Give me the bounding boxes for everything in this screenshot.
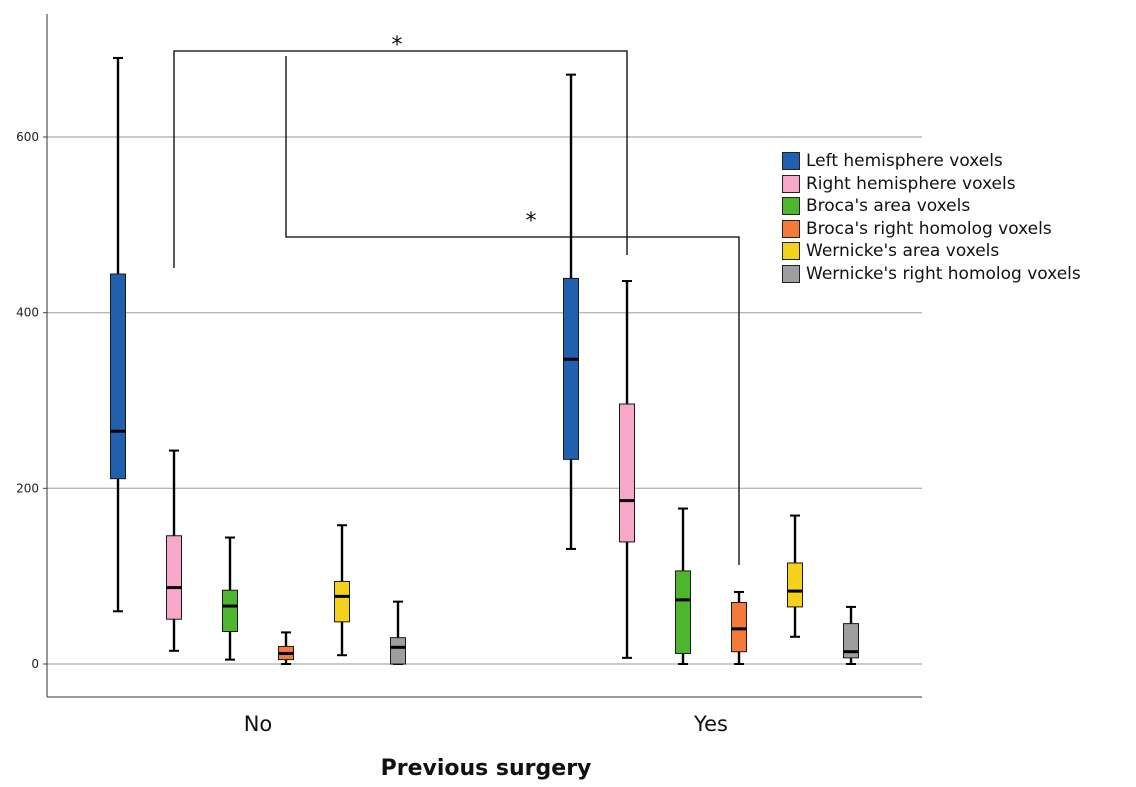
legend-label: Wernicke's area voxels [806, 241, 1000, 261]
legend: Left hemisphere voxels Right hemisphere v… [782, 150, 1134, 285]
box-plot [390, 600, 406, 665]
legend-item: Broca's right homolog voxels [782, 218, 1134, 241]
legend-label: Left hemisphere voxels [806, 151, 1003, 171]
box-plot [843, 605, 859, 665]
y-tick-label: 400 [16, 306, 39, 320]
legend-swatch [782, 174, 800, 193]
legend-swatch [782, 242, 800, 260]
box-plot [334, 524, 350, 657]
box-plot [675, 507, 691, 665]
box [563, 277, 579, 460]
x-tick-label: No [244, 712, 273, 736]
box-series [110, 56, 859, 665]
box [787, 562, 803, 608]
box-plot [166, 449, 182, 652]
legend-label: Broca's area voxels [806, 196, 971, 216]
legend-item: Left hemisphere voxels [782, 150, 1134, 173]
box [110, 273, 126, 480]
bracket-line [285, 56, 740, 565]
legend-item: Wernicke's area voxels [782, 240, 1134, 263]
box-plot [619, 280, 635, 659]
legend-item: Wernicke's right homolog voxels [782, 263, 1134, 286]
significance-star: * [526, 209, 537, 234]
box [390, 637, 406, 665]
legend-swatch [782, 152, 800, 170]
box-plot [110, 56, 126, 613]
significance-bracket: * [173, 33, 628, 268]
box-plot [222, 536, 238, 661]
y-tick-label: 200 [16, 481, 39, 495]
significance-annotations: ** [173, 33, 740, 565]
y-tick-label: 600 [16, 130, 39, 144]
box [166, 535, 182, 620]
legend-swatch [782, 264, 800, 283]
legend-item: Broca's area voxels [782, 195, 1134, 218]
box [843, 623, 859, 659]
box [222, 589, 238, 633]
x-axis-title: Previous surgery [381, 756, 592, 781]
box-plot [731, 590, 747, 665]
legend-swatch [782, 219, 800, 238]
x-tick-label: Yes [693, 712, 728, 736]
legend-label: Wernicke's right homolog voxels [806, 263, 1081, 284]
legend-swatch [782, 197, 800, 215]
bracket-line [173, 50, 628, 268]
gridlines [47, 136, 922, 665]
box [731, 602, 747, 653]
legend-item: Right hemisphere voxels [782, 173, 1134, 196]
legend-label: Right hemisphere voxels [806, 173, 1016, 194]
box-plot [278, 631, 294, 665]
y-tick-label: 0 [31, 657, 39, 671]
box-plot [563, 73, 579, 550]
significance-star: * [392, 33, 403, 58]
legend-label: Broca's right homolog voxels [806, 218, 1052, 239]
box [619, 403, 635, 543]
box [675, 570, 691, 654]
axes: 0 200 400 600 No Yes [16, 14, 922, 736]
box [334, 580, 350, 623]
significance-bracket: * [285, 56, 740, 565]
box-plot [787, 514, 803, 638]
